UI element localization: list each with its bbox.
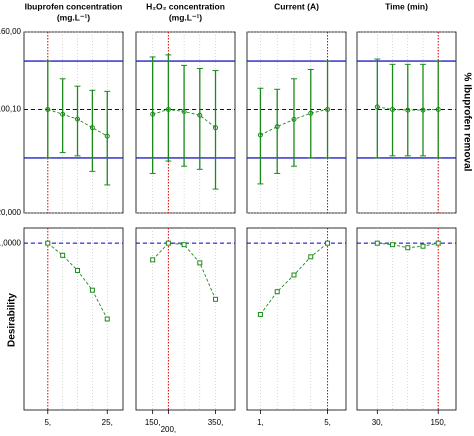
- column-title: (mg.L⁻¹): [57, 12, 90, 22]
- point: [325, 106, 331, 112]
- point: [291, 116, 297, 122]
- x-tick-label: 150,: [145, 418, 161, 427]
- point: [197, 260, 203, 266]
- x-tick-label: 5,: [324, 418, 331, 427]
- point: [374, 240, 380, 246]
- point: [60, 111, 66, 117]
- column-title: Time (min): [385, 1, 428, 11]
- column-title: Ibuprofen concentration: [25, 1, 123, 11]
- point: [405, 107, 411, 113]
- x-tick-label: 5,: [44, 418, 51, 427]
- x-tick-label: 1,: [257, 418, 264, 427]
- point: [435, 106, 441, 112]
- response-label: % Ibuprofen removal: [461, 73, 472, 172]
- point: [165, 106, 171, 112]
- point: [257, 132, 263, 138]
- point: [45, 106, 51, 112]
- point: [308, 254, 314, 260]
- point: [150, 111, 156, 117]
- panel: [356, 31, 457, 214]
- point: [390, 242, 396, 248]
- panel: [135, 227, 236, 411]
- point: [89, 287, 95, 293]
- point: [104, 316, 110, 322]
- panel: [23, 31, 124, 214]
- point: [257, 311, 263, 317]
- panel: [135, 31, 236, 214]
- point: [325, 240, 331, 246]
- point: [405, 245, 411, 251]
- point: [420, 243, 426, 249]
- y-tick-label: 1,0000: [0, 238, 22, 247]
- point: [60, 252, 66, 258]
- line: [47, 242, 108, 320]
- x-tick-label: 150,: [430, 418, 446, 427]
- point: [181, 109, 187, 115]
- line: [47, 109, 108, 137]
- x-tick-label: 25,: [102, 418, 113, 427]
- point: [308, 110, 314, 116]
- point: [45, 240, 51, 246]
- point: [181, 242, 187, 248]
- x-tick-label: 30,: [372, 418, 383, 427]
- point: [104, 133, 110, 139]
- y-tick-label: 20,000: [0, 208, 22, 217]
- line: [260, 109, 328, 136]
- panel: [246, 227, 347, 411]
- y-tick-label: 100,10: [0, 105, 22, 114]
- point: [165, 240, 171, 246]
- point: [274, 124, 280, 130]
- panel: [356, 227, 457, 411]
- point: [274, 289, 280, 295]
- line: [152, 108, 216, 129]
- x-tick-label: 350,: [208, 418, 224, 427]
- desirability-label: Desirability: [7, 293, 18, 347]
- line: [377, 106, 439, 111]
- line: [152, 242, 216, 300]
- point: [197, 112, 203, 118]
- y-tick-label: 160,00: [0, 27, 22, 36]
- point: [89, 125, 95, 131]
- column-title: (mg.L⁻¹): [169, 12, 202, 22]
- column-title: H₂O₂ concentration: [146, 1, 225, 11]
- panel: [246, 31, 347, 214]
- point: [291, 272, 297, 278]
- point: [420, 107, 426, 113]
- point: [75, 116, 81, 122]
- point: [150, 257, 156, 263]
- point: [435, 240, 441, 246]
- panel: [23, 227, 124, 411]
- point: [213, 296, 219, 302]
- x-tick-label: 200,: [161, 425, 177, 434]
- point: [75, 267, 81, 273]
- point: [390, 106, 396, 112]
- column-title: Current (A): [274, 1, 319, 11]
- point: [374, 104, 380, 110]
- point: [213, 125, 219, 131]
